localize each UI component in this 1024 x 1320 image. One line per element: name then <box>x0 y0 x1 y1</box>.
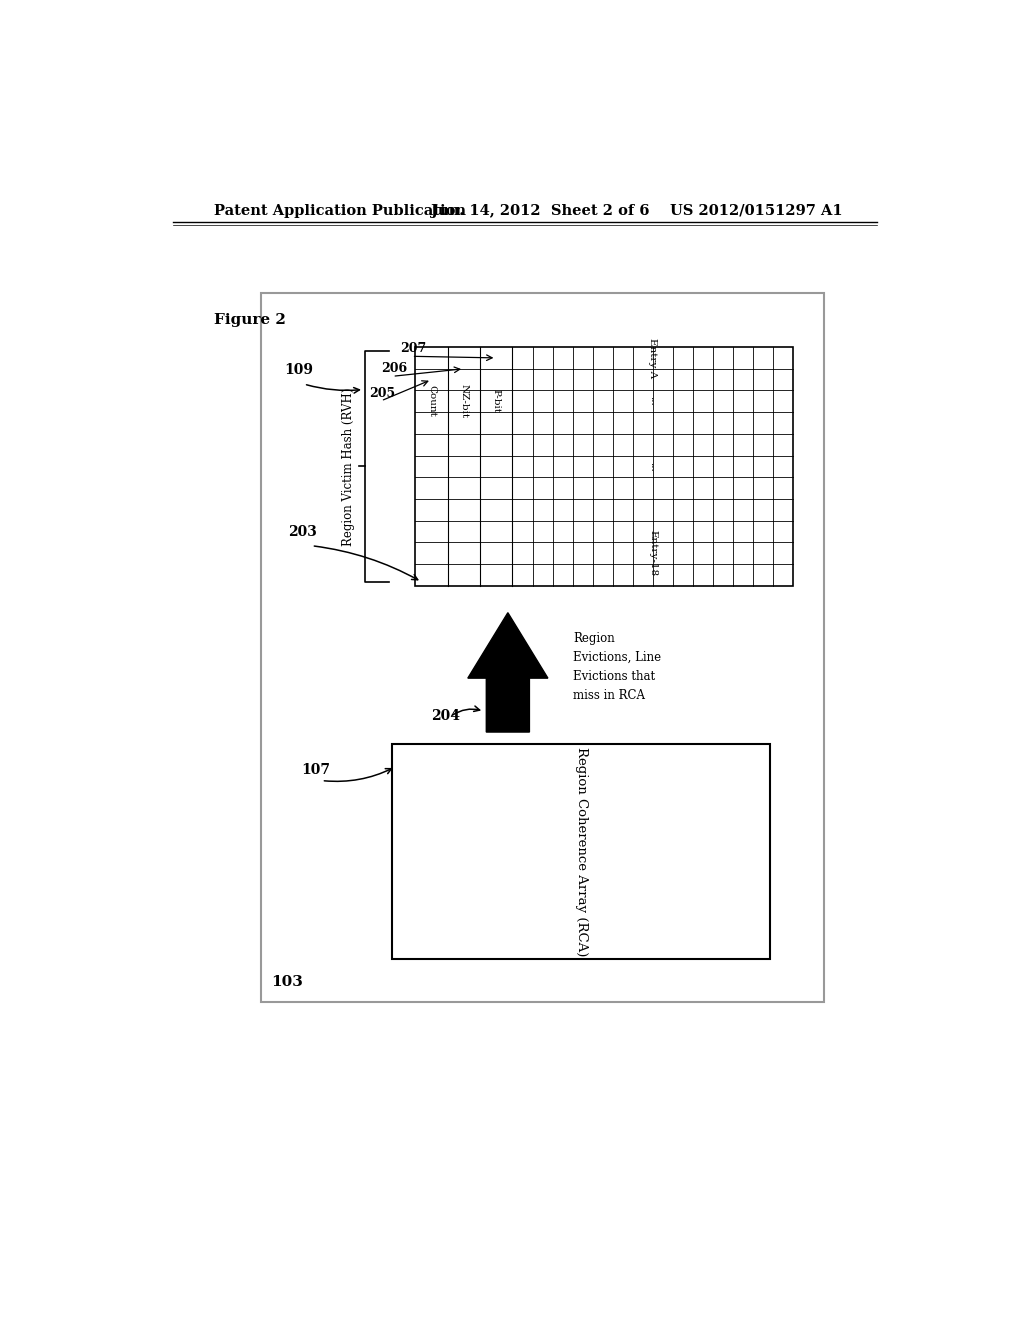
Text: Jun. 14, 2012  Sheet 2 of 6: Jun. 14, 2012 Sheet 2 of 6 <box>431 203 649 218</box>
Text: US 2012/0151297 A1: US 2012/0151297 A1 <box>670 203 842 218</box>
Text: P-bit: P-bit <box>492 389 501 413</box>
Text: Entry A: Entry A <box>648 338 657 378</box>
Text: Patent Application Publication: Patent Application Publication <box>214 203 466 218</box>
Text: ...: ... <box>648 396 657 407</box>
Text: 203: 203 <box>289 525 317 539</box>
Text: Figure 2: Figure 2 <box>214 313 286 327</box>
Text: Entry-18: Entry-18 <box>648 531 657 577</box>
Text: 206: 206 <box>381 363 407 375</box>
Bar <box>392 743 770 960</box>
Text: 204: 204 <box>431 710 460 723</box>
Text: ...: ... <box>648 462 657 471</box>
Text: 103: 103 <box>270 975 302 989</box>
Text: Region
Evictions, Line
Evictions that
miss in RCA: Region Evictions, Line Evictions that mi… <box>573 631 662 702</box>
Bar <box>416 347 793 586</box>
Text: 109: 109 <box>285 363 313 378</box>
Text: 207: 207 <box>400 342 426 355</box>
Text: Count: Count <box>427 385 436 417</box>
Text: NZ-bit: NZ-bit <box>460 384 468 418</box>
Bar <box>261 293 823 1002</box>
Text: Region Victim Hash (RVH): Region Victim Hash (RVH) <box>342 387 355 545</box>
Polygon shape <box>468 612 548 733</box>
Text: 205: 205 <box>370 387 395 400</box>
Text: Region Coherence Array (RCA): Region Coherence Array (RCA) <box>574 747 588 956</box>
Text: 107: 107 <box>301 763 331 777</box>
